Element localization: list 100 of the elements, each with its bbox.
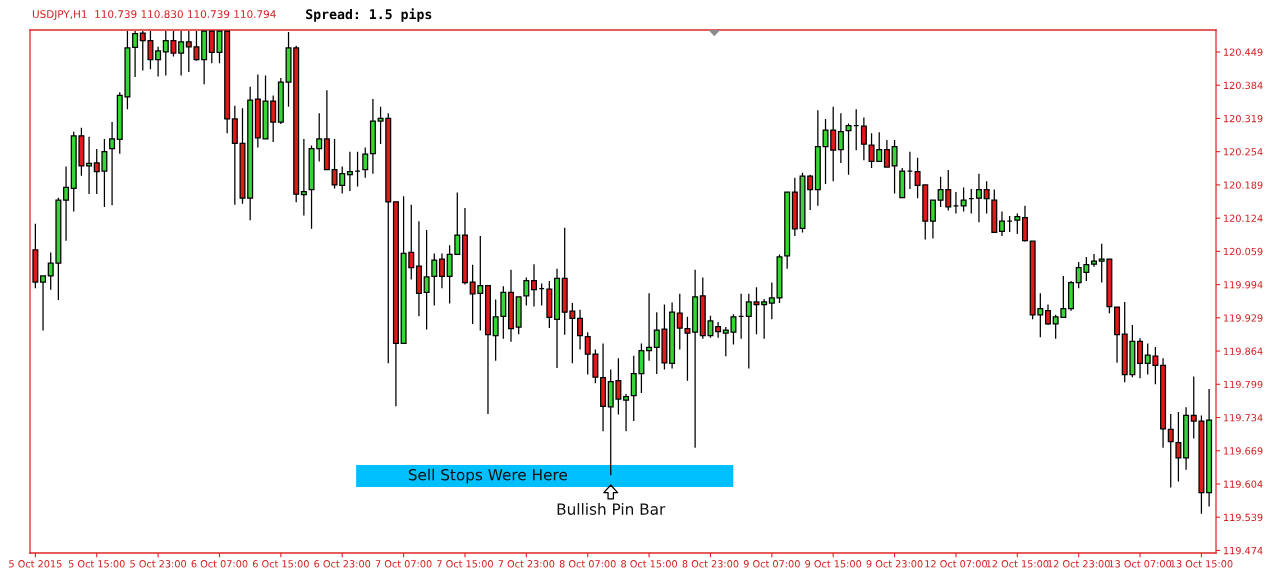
candlestick (715, 321, 722, 339)
y-tick-label: 119.799 (1224, 380, 1263, 389)
candlestick (991, 188, 998, 234)
y-tick-label: 119.539 (1224, 513, 1263, 522)
candlestick (1160, 357, 1167, 449)
candlestick (538, 282, 545, 307)
candlestick (891, 139, 898, 195)
candlestick (1068, 280, 1075, 312)
candlestick (600, 342, 607, 432)
candlestick (845, 122, 852, 176)
x-tick-label: 13 Oct 15:00 (1170, 560, 1233, 568)
y-tick-label: 119.604 (1224, 480, 1263, 488)
x-tick-label: 5 Oct 2015 (9, 560, 62, 568)
candlestick (507, 269, 515, 343)
candlestick (132, 30, 139, 78)
candlestick (461, 207, 468, 286)
text: USDJPY,H1 110.739 110.830 110.739 110.794 (32, 10, 276, 20)
x-tick-label: 8 Oct 23:00 (682, 560, 739, 568)
y-tick-label: 120.319 (1224, 114, 1263, 123)
candlestick (392, 201, 399, 407)
candlestick (1044, 303, 1051, 326)
x-tick-label: 7 Oct 07:00 (375, 560, 432, 568)
candlestick (1167, 413, 1174, 489)
y-tick-label: 119.994 (1224, 281, 1263, 289)
candlestick (669, 301, 676, 370)
candlestick (178, 30, 185, 77)
candlestick (899, 167, 906, 199)
candlestick (952, 191, 959, 215)
x-tick-label: 12 Oct 23:00 (1048, 560, 1110, 568)
candlestick (968, 188, 975, 215)
x-tick-label: 7 Oct 23:00 (498, 560, 555, 568)
y-tick-label: 119.669 (1224, 447, 1263, 455)
candlestick (623, 393, 630, 432)
candlestick (155, 46, 162, 78)
candlestick (546, 280, 553, 329)
x-tick-label: 5 Oct 23:00 (130, 560, 187, 568)
y-tick-label: 119.474 (1224, 546, 1263, 555)
candlestick (853, 108, 860, 151)
candlestick (960, 186, 967, 213)
candlestick (860, 116, 867, 161)
candlestick (646, 292, 653, 362)
candlestick (692, 269, 699, 449)
x-tick-label: 8 Oct 15:00 (621, 560, 678, 568)
annotation: Bullish Pin Bar (557, 503, 666, 515)
candlestick (837, 112, 844, 164)
candlestick (929, 199, 936, 240)
x-tick-label: 6 Oct 23:00 (314, 560, 371, 568)
y-tick-label: 120.124 (1224, 214, 1263, 222)
x-tick-label: 9 Oct 07:00 (743, 560, 800, 568)
candlestick (883, 139, 890, 168)
candlestick (1183, 406, 1190, 471)
y-tick-label: 120.189 (1224, 181, 1263, 189)
x-tick-label: 5 Oct 15:00 (68, 560, 125, 568)
y-tick-label: 120.449 (1224, 48, 1263, 56)
candlestick (86, 136, 93, 195)
candlestick (201, 30, 208, 85)
candlestick (523, 276, 530, 307)
x-tick-label: 6 Oct 07:00 (191, 560, 248, 568)
candlestick (1114, 306, 1121, 364)
candlestick (1091, 253, 1098, 268)
x-tick-label: 12 Oct 15:00 (986, 560, 1049, 568)
candlestick (1206, 388, 1213, 508)
x-tick-label: 12 Oct 07:00 (925, 560, 987, 568)
candlestick (577, 309, 584, 351)
band-label: Sell Stops Were Here (408, 468, 567, 484)
candlestick (63, 165, 70, 242)
candlestick (1175, 411, 1182, 483)
candlestick (1014, 212, 1021, 235)
candlestick (362, 146, 369, 179)
candlestick (346, 151, 353, 192)
text: Spread: 1.5 pips (306, 8, 432, 22)
candlestick (369, 98, 376, 175)
candlestick (354, 151, 361, 188)
x-tick-label: 7 Oct 15:00 (437, 560, 493, 568)
candlestick (738, 293, 745, 340)
candlestick (554, 268, 561, 369)
y-tick-label: 120.254 (1224, 148, 1263, 156)
y-tick-label: 119.929 (1224, 314, 1263, 322)
candlestick (975, 173, 982, 223)
candlestick (1021, 205, 1028, 243)
y-tick-label: 119.734 (1224, 414, 1263, 422)
candlestick (998, 210, 1005, 237)
candlestick (1137, 337, 1144, 379)
candlestick (1006, 215, 1013, 233)
candlestick (515, 296, 522, 335)
candlestick (906, 151, 913, 190)
y-tick-label: 120.059 (1224, 247, 1263, 256)
x-tick-label: 8 Oct 07:00 (559, 560, 616, 568)
candlestick (983, 180, 990, 215)
x-tick-label: 13 Oct 07:00 (1109, 560, 1172, 568)
candlestick (40, 274, 47, 332)
candlestick (109, 121, 116, 206)
candlestick (484, 284, 491, 415)
candlestick (300, 138, 307, 217)
y-tick-label: 119.864 (1224, 347, 1263, 355)
candlestick (438, 252, 445, 289)
candlestick (323, 89, 330, 171)
candlestick (415, 220, 422, 317)
x-tick-label: 6 Oct 15:00 (252, 560, 309, 568)
y-tick-label: 120.384 (1224, 81, 1263, 90)
